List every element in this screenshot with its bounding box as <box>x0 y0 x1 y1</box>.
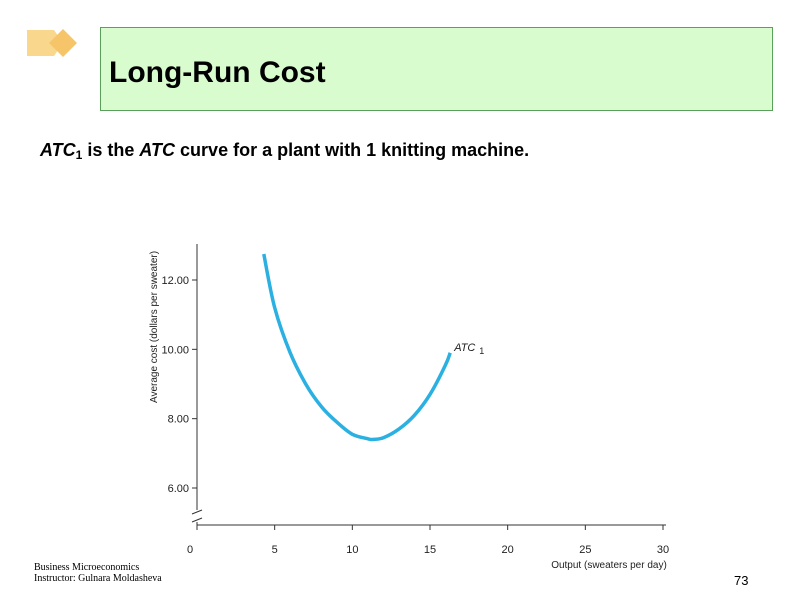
y-tick-label: 6.00 <box>168 483 189 495</box>
x-tick-label: 25 <box>579 544 591 556</box>
y-tick-label: 10.00 <box>161 344 189 356</box>
atc1-curve <box>262 253 452 442</box>
x-tick-label: 20 <box>502 544 514 556</box>
axis-break-mark-1 <box>191 509 203 515</box>
x-tick-label: 10 <box>346 544 358 556</box>
subtitle-atc1-subscript: 1 <box>75 148 83 162</box>
slide-subtitle: ATC1 is the ATC curve for a plant with 1… <box>40 140 529 162</box>
atc1-curve-label-subscript: 1 <box>479 346 484 356</box>
x-tick-label: 0 <box>187 544 193 556</box>
footer-course: Business Microeconomics <box>34 562 140 573</box>
axis-break-mark-2 <box>191 517 203 523</box>
atc1-curve-label: ATC <box>453 342 475 354</box>
footer-instructor: Instructor: Gulnara Moldasheva <box>34 573 162 584</box>
page-number: 73 <box>734 573 749 588</box>
y-tick-label: 12.00 <box>161 275 189 287</box>
subtitle-atc: ATC <box>139 140 176 160</box>
subtitle-atc1: ATC <box>40 140 76 160</box>
title-box: Long-Run Cost <box>100 27 773 111</box>
footer-credits: Business Microeconomics Instructor: Guln… <box>34 562 162 584</box>
subtitle-text-b: curve for a plant with 1 knitting machin… <box>175 140 530 160</box>
subtitle-text-a: is the <box>82 140 140 160</box>
x-tick-label: 30 <box>657 544 669 556</box>
x-tick-label: 15 <box>424 544 436 556</box>
diamond-arrow-icon <box>27 29 77 57</box>
page-title: Long-Run Cost <box>109 56 326 89</box>
y-tick-label: 8.00 <box>168 414 189 426</box>
x-tick-label: 5 <box>272 544 278 556</box>
x-axis-title: Output (sweaters per day) <box>551 560 667 571</box>
y-axis-title: Average cost (dollars per sweater) <box>149 251 160 403</box>
